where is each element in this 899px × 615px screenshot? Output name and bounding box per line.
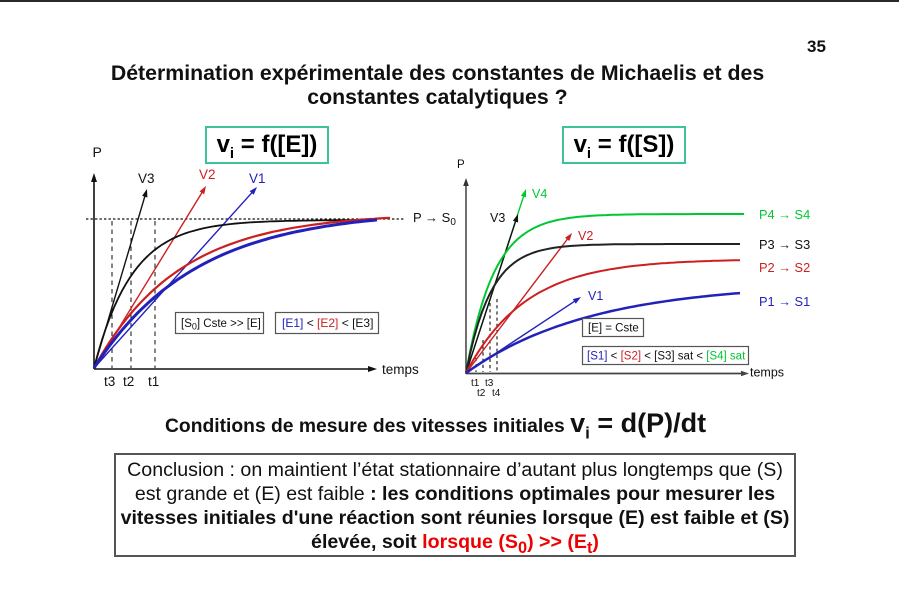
svg-text:t3: t3: [104, 374, 115, 389]
svg-text:P2 → S2: P2 → S2: [759, 260, 810, 275]
svg-text:[E1] < [E2] < [E3]: [E1] < [E2] < [E3]: [282, 316, 373, 330]
svg-text:V3: V3: [138, 171, 155, 186]
svg-text:[S0] Cste >> [E]: [S0] Cste >> [E]: [181, 318, 261, 332]
svg-text:temps: temps: [750, 366, 784, 380]
svg-text:t2: t2: [123, 374, 134, 389]
svg-text:t1: t1: [148, 374, 159, 389]
svg-text:P4 → S4: P4 → S4: [759, 207, 810, 222]
svg-text:P: P: [93, 144, 102, 160]
svg-text:temps: temps: [382, 362, 419, 377]
svg-text:t4: t4: [492, 388, 501, 399]
svg-text:V3: V3: [490, 211, 505, 225]
svg-text:P3 → S3: P3 → S3: [759, 237, 810, 252]
svg-text:t2: t2: [477, 388, 486, 399]
svg-text:P → S0: P → S0: [413, 210, 456, 228]
svg-text:P1 → S1: P1 → S1: [759, 294, 810, 309]
svg-text:V1: V1: [588, 289, 603, 303]
svg-text:V2: V2: [578, 229, 593, 243]
svg-text:V2: V2: [199, 167, 216, 182]
svg-text:V4: V4: [532, 187, 547, 201]
svg-text:P: P: [457, 159, 465, 171]
svg-text:t3: t3: [485, 378, 494, 389]
svg-text:t1: t1: [471, 378, 480, 389]
svg-text:[E] = Cste: [E] = Cste: [588, 323, 639, 335]
svg-text:V1: V1: [249, 171, 266, 186]
svg-text:[S1] < [S2] < [S3] sat < [S4]: [S1] < [S2] < [S3] sat < [S4] sat: [587, 351, 746, 363]
